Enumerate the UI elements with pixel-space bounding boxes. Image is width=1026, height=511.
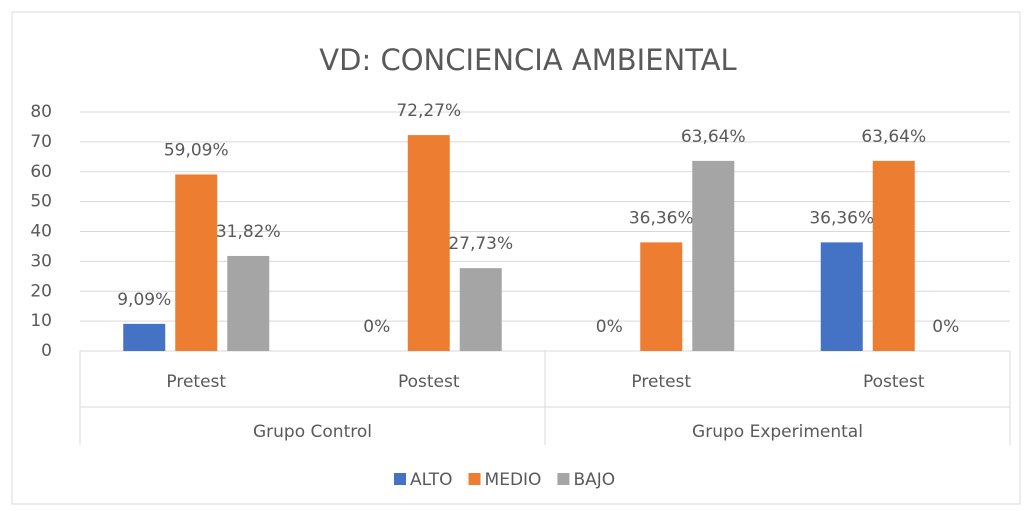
value-label: 36,36%: [809, 208, 874, 228]
value-label: 0%: [932, 317, 959, 337]
y-tick-label: 70: [30, 132, 52, 152]
y-tick-label: 10: [30, 311, 52, 331]
bar: [227, 255, 270, 351]
y-tick-label: 60: [30, 162, 52, 182]
y-tick-label: 50: [30, 192, 52, 212]
bar: [820, 242, 863, 351]
bar: [459, 268, 502, 351]
bar: [692, 160, 735, 351]
legend-swatch: [468, 473, 481, 485]
value-label: 0%: [363, 317, 390, 337]
value-label: 63,64%: [861, 127, 926, 147]
chart-border: [11, 11, 1021, 505]
bar: [175, 174, 218, 351]
y-tick-label: 20: [30, 281, 52, 301]
x-tick-label: Pretest: [166, 372, 226, 392]
value-label: 31,82%: [216, 222, 281, 242]
bar: [407, 135, 450, 351]
value-label: 72,27%: [396, 101, 461, 121]
value-label: 36,36%: [629, 208, 694, 228]
value-label: 0%: [596, 317, 623, 337]
x-tick-label: Postest: [863, 372, 925, 392]
y-tick-label: 40: [30, 222, 52, 242]
legend-label: BAJO: [573, 470, 615, 490]
value-label: 63,64%: [681, 127, 746, 147]
legend-swatch: [394, 473, 406, 485]
bar: [640, 242, 683, 351]
chart-title: VD: CONCIENCIA AMBIENTAL: [319, 43, 736, 77]
y-tick-label: 80: [30, 102, 52, 122]
value-label: 59,09%: [164, 140, 229, 160]
bar: [123, 323, 166, 351]
x-tick-label: Postest: [398, 372, 460, 392]
y-tick-label: 30: [30, 251, 52, 271]
legend-label: ALTO: [410, 470, 453, 490]
value-label: 27,73%: [448, 234, 513, 254]
group-label: Grupo Experimental: [692, 422, 863, 442]
bar: [872, 160, 915, 351]
value-label: 9,09%: [117, 290, 171, 310]
legend-label: MEDIO: [485, 470, 542, 490]
legend-swatch: [557, 473, 570, 485]
x-tick-label: Pretest: [631, 372, 691, 392]
y-tick-label: 0: [41, 341, 52, 361]
group-label: Grupo Control: [253, 422, 372, 442]
